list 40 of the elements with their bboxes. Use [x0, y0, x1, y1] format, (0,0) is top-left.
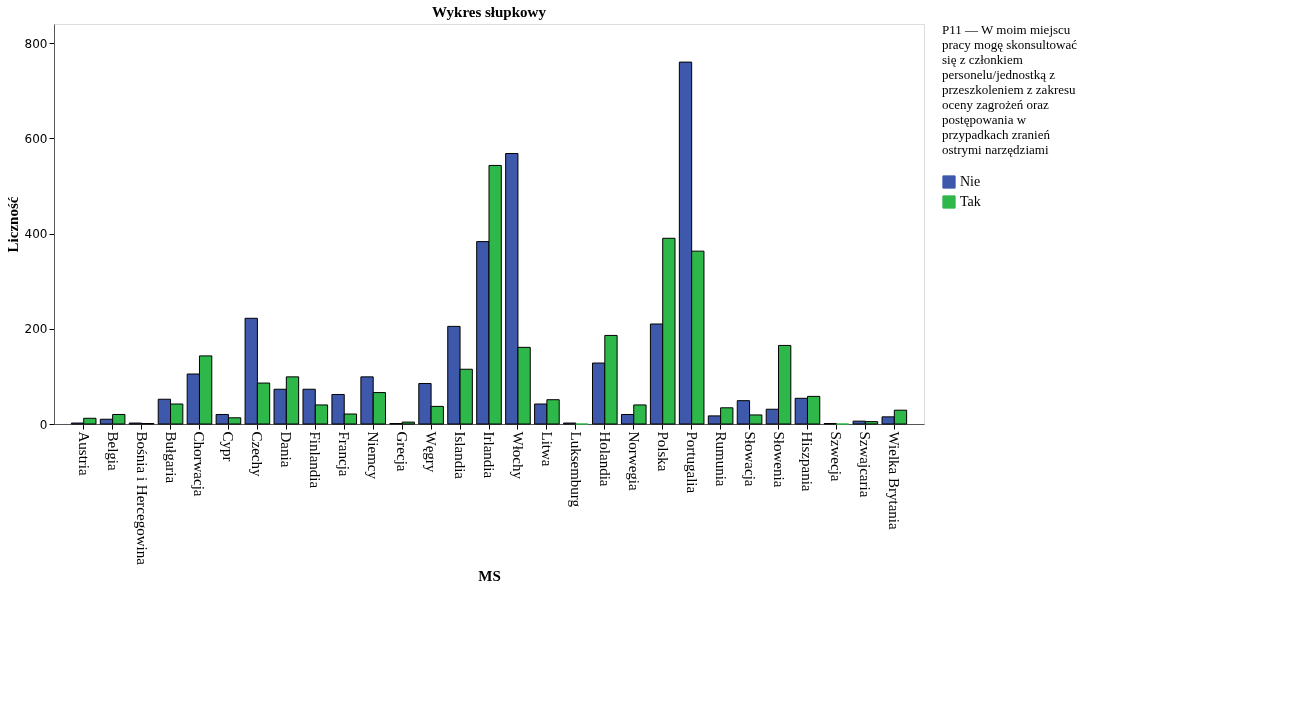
x-tick-label: Bośnia i Hercegowina	[133, 431, 150, 566]
x-tick-label: Polska	[654, 431, 671, 472]
x-tick-label: Cypr	[220, 431, 237, 462]
x-tick-label: Finlandia	[307, 431, 324, 489]
x-tick-label: Niemcy	[365, 431, 382, 480]
x-tick-label: Wielka Brytania	[886, 431, 903, 530]
x-tick-label: Holandia	[596, 431, 613, 487]
legend-label: Tak	[960, 194, 981, 209]
x-tick-label: Francja	[336, 431, 353, 477]
y-tick-label: 600	[24, 131, 48, 146]
legend-label: Nie	[960, 174, 981, 189]
y-tick-label: 400	[24, 227, 48, 242]
x-tick-label: Rumunia	[712, 431, 729, 487]
x-tick-label: Norwegia	[625, 431, 642, 491]
x-tick-label: Dania	[278, 431, 295, 468]
x-tick-label: Słowenia	[770, 431, 787, 488]
text: P11 — W moim miejscu pracy mogę skonsultować się z członkiem personelu/jednostką z przeszkoleniem z zakresu oceny zagrożeń oraz postępowania w przypadkach zranień ostrymi narzędziami	[942, 22, 1078, 157]
x-tick-label: Włochy	[509, 431, 526, 480]
x-tick-label: Bułgaria	[162, 431, 179, 484]
x-tick-label: Austria	[75, 431, 92, 476]
x-axis-title: MS	[478, 567, 501, 584]
x-tick-label: Hiszpania	[799, 431, 816, 492]
x-tick-label: Luksemburg	[567, 431, 584, 508]
chart-title: Wykres słupkowy	[432, 4, 547, 20]
x-tick-label: Grecja	[394, 431, 411, 472]
x-tick-label: Szwajcaria	[857, 431, 874, 498]
y-tick-label: 200	[24, 322, 48, 337]
x-tick-label: Szwecja	[828, 431, 845, 482]
x-tick-label: Litwa	[538, 431, 555, 467]
x-tick-label: Węgry	[423, 431, 440, 473]
y-axis-title: Liczność	[4, 196, 21, 253]
x-tick-label: Słowacja	[741, 431, 758, 487]
x-tick-label: Chorwacja	[191, 431, 208, 497]
y-tick-label: 800	[24, 36, 48, 51]
x-tick-label: Belgia	[104, 431, 121, 471]
x-tick-label: Irlandia	[481, 431, 497, 479]
x-tick-label: Islandia	[452, 431, 469, 480]
y-tick-label: 0	[39, 417, 48, 432]
x-tick-label: Czechy	[249, 431, 266, 477]
x-tick-label: Portugalia	[683, 431, 700, 494]
